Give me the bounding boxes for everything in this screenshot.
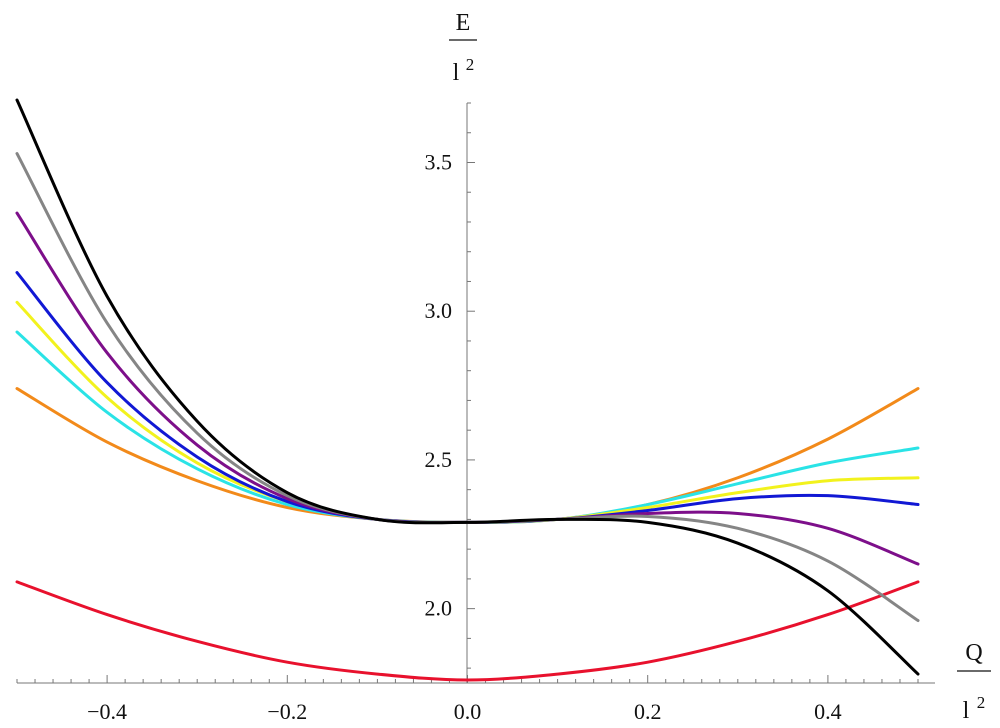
x-tick-label: 0.0 (454, 699, 482, 724)
y-tick-label: 3.0 (425, 298, 453, 323)
y-tick-label: 2.0 (425, 596, 453, 621)
x-axis-label-denominator: l (963, 698, 970, 724)
x-tick-label: 0.4 (814, 699, 842, 724)
y-tick-label: 2.5 (425, 447, 453, 472)
y-axis-label-exponent: 2 (466, 55, 475, 74)
minor-ticks (16, 102, 919, 683)
y-ticks: 2.0 2.5 3.0 3.5 (425, 149, 475, 621)
axes: −0.4 −0.2 0.0 0.2 0.4 2.0 2.5 3.0 3.5 (16, 102, 935, 724)
y-tick-label: 3.5 (425, 149, 453, 174)
x-tick-label: −0.4 (87, 699, 127, 724)
x-ticks: −0.4 −0.2 0.0 0.2 0.4 (87, 675, 842, 724)
series-lines (15, 98, 920, 682)
x-tick-label: 0.2 (634, 699, 662, 724)
y-axis-label-denominator: l (453, 60, 460, 86)
series-line-1 (15, 580, 920, 682)
x-tick-label: −0.2 (267, 699, 307, 724)
y-axis-label-numerator: E (456, 10, 471, 36)
series-line-8 (15, 98, 920, 676)
x-axis-label: Q l 2 (957, 640, 991, 724)
x-axis-label-exponent: 2 (977, 693, 986, 712)
x-axis-label-numerator: Q (965, 640, 982, 666)
y-axis-label: E l 2 (449, 10, 477, 86)
